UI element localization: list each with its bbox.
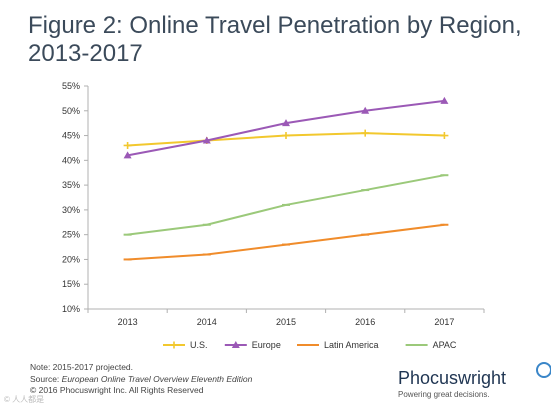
legend-label: Latin America <box>324 340 379 350</box>
series-europe <box>123 96 449 159</box>
source-line: Source: European Online Travel Overview … <box>30 374 252 386</box>
legend-entry: APAC <box>405 340 457 350</box>
logo-tagline: Powering great decisions. <box>398 390 490 399</box>
data-point <box>123 151 132 159</box>
y-tick-label: 45% <box>62 131 80 141</box>
legend-marker <box>231 341 240 348</box>
x-tick-label: 2013 <box>118 317 138 327</box>
series-apac <box>123 174 449 236</box>
y-tick-label: 30% <box>62 205 80 215</box>
chart-axes: 10% 15% 20% 25% 30% 35% 40% 45% 50% 55% 2013 2014 20… <box>62 81 485 327</box>
x-tick-label: 2015 <box>276 317 296 327</box>
y-tick-label: 55% <box>62 81 80 91</box>
y-tick-label: 35% <box>62 180 80 190</box>
chart-title: Figure 2: Online Travel Penetration by R… <box>28 12 538 68</box>
data-point <box>361 129 370 137</box>
chart-footer: Note: 2015-2017 projected. Source: Europ… <box>30 362 252 397</box>
logo-q-mark-icon <box>536 362 551 378</box>
data-point <box>361 106 370 114</box>
legend-entry: Latin America <box>297 340 379 350</box>
source-title: European Online Travel Overview Eleventh… <box>61 373 253 384</box>
series-line <box>127 223 445 261</box>
data-point <box>440 96 449 104</box>
legend-label: APAC <box>433 340 457 350</box>
source-prefix: Source: <box>30 373 62 384</box>
y-tick-label: 25% <box>62 230 80 240</box>
legend-marker <box>170 341 178 349</box>
y-tick-label: 50% <box>62 106 80 116</box>
phocuswright-logo: Phocuswright Powering great decisions. <box>398 362 551 399</box>
chart-legend: U.S. Europe Latin America APAC <box>163 340 457 350</box>
y-tick-label: 10% <box>62 304 80 314</box>
data-point <box>282 132 290 140</box>
y-tick-label: 20% <box>62 254 80 264</box>
title-line-1: Figure 2: Online Travel Penetration by R… <box>28 12 522 39</box>
legend-label: U.S. <box>190 340 208 350</box>
data-point <box>202 136 211 144</box>
data-point <box>123 141 132 149</box>
footnote: Note: 2015-2017 projected. <box>30 362 134 372</box>
logo-name: Phocuswright <box>398 368 507 388</box>
y-tick-label: 15% <box>62 279 80 289</box>
legend-entry: Europe <box>224 340 281 350</box>
data-point <box>440 132 449 140</box>
copyright: © 2016 Phocuswright Inc. All Rights Rese… <box>30 385 204 395</box>
y-tick-label: 40% <box>62 155 80 165</box>
series-line <box>127 99 445 157</box>
title-line-2: 2013-2017 <box>28 40 143 67</box>
x-tick-label: 2016 <box>355 317 375 327</box>
chart-series <box>123 96 449 261</box>
series-latin-america <box>123 223 449 261</box>
x-tick-label: 2014 <box>197 317 217 327</box>
x-tick-label: 2017 <box>434 317 454 327</box>
legend-label: Europe <box>252 340 281 350</box>
legend-entry: U.S. <box>163 340 208 350</box>
data-point <box>282 119 290 127</box>
watermark: © 人人都是 <box>4 395 45 404</box>
